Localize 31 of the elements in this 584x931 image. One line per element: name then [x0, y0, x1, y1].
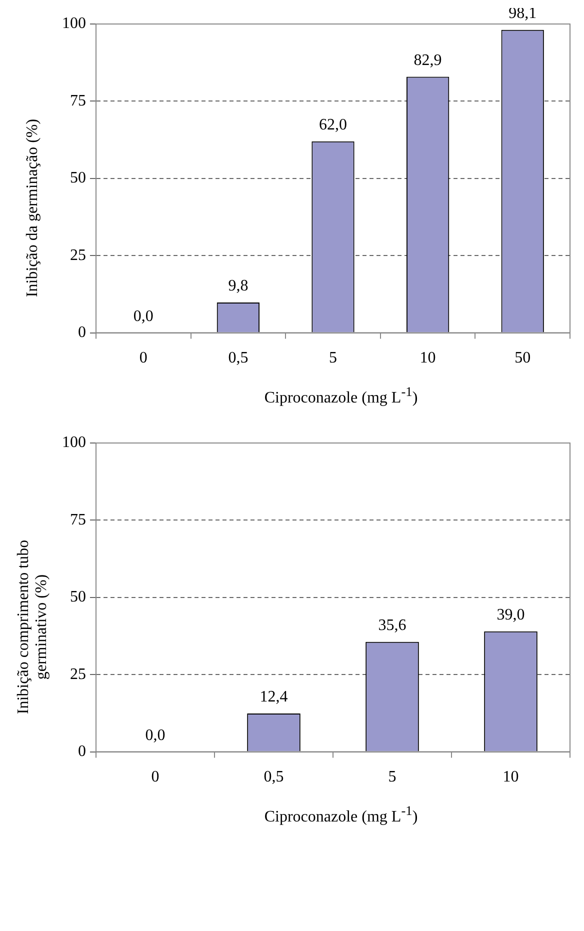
data-label: 12,4 [260, 689, 288, 706]
x-tick-label: 5 [388, 768, 396, 786]
y-tick-label: 25 [70, 246, 86, 264]
y-tick-label: 0 [78, 324, 86, 342]
x-axis-title: Ciproconazole (mg L$^{-1}$) [263, 384, 419, 408]
data-label: 9,8 [228, 278, 248, 295]
data-label: 0,0 [133, 308, 154, 326]
x-tick-label: 0 [139, 350, 148, 367]
y-tick-label: 75 [70, 92, 86, 110]
y-axis-title: Inibição comprimento tubo germinativo (%) [15, 538, 51, 716]
x-tick-label: 0,5 [228, 350, 248, 367]
y-tick-label: 100 [62, 15, 86, 32]
x-tick-label: 50 [514, 350, 531, 367]
x-tick-label: 0,5 [264, 768, 284, 786]
data-label: 39,0 [496, 606, 525, 624]
y-tick-label: 50 [70, 170, 86, 187]
y-tick-label: 50 [70, 588, 86, 606]
x-tick-label: 10 [502, 768, 519, 786]
y-tick-label: 100 [62, 434, 86, 452]
x-tick-label: 5 [329, 350, 337, 367]
y-axis-title: Inibição da germinação (%) [24, 118, 42, 299]
x-axis-title: Ciproconazole (mg L$^{-1}$) [263, 803, 419, 827]
y-tick-label: 75 [70, 512, 86, 529]
data-label: 82,9 [414, 52, 442, 70]
data-label: 62,0 [319, 116, 347, 134]
x-tick-label: 10 [420, 350, 436, 367]
y-tick-label: 0 [78, 743, 86, 760]
y-tick-label: 25 [70, 666, 86, 684]
x-tick-label: 0 [151, 768, 160, 786]
data-label: 0,0 [145, 727, 166, 744]
data-label: 35,6 [378, 617, 406, 634]
